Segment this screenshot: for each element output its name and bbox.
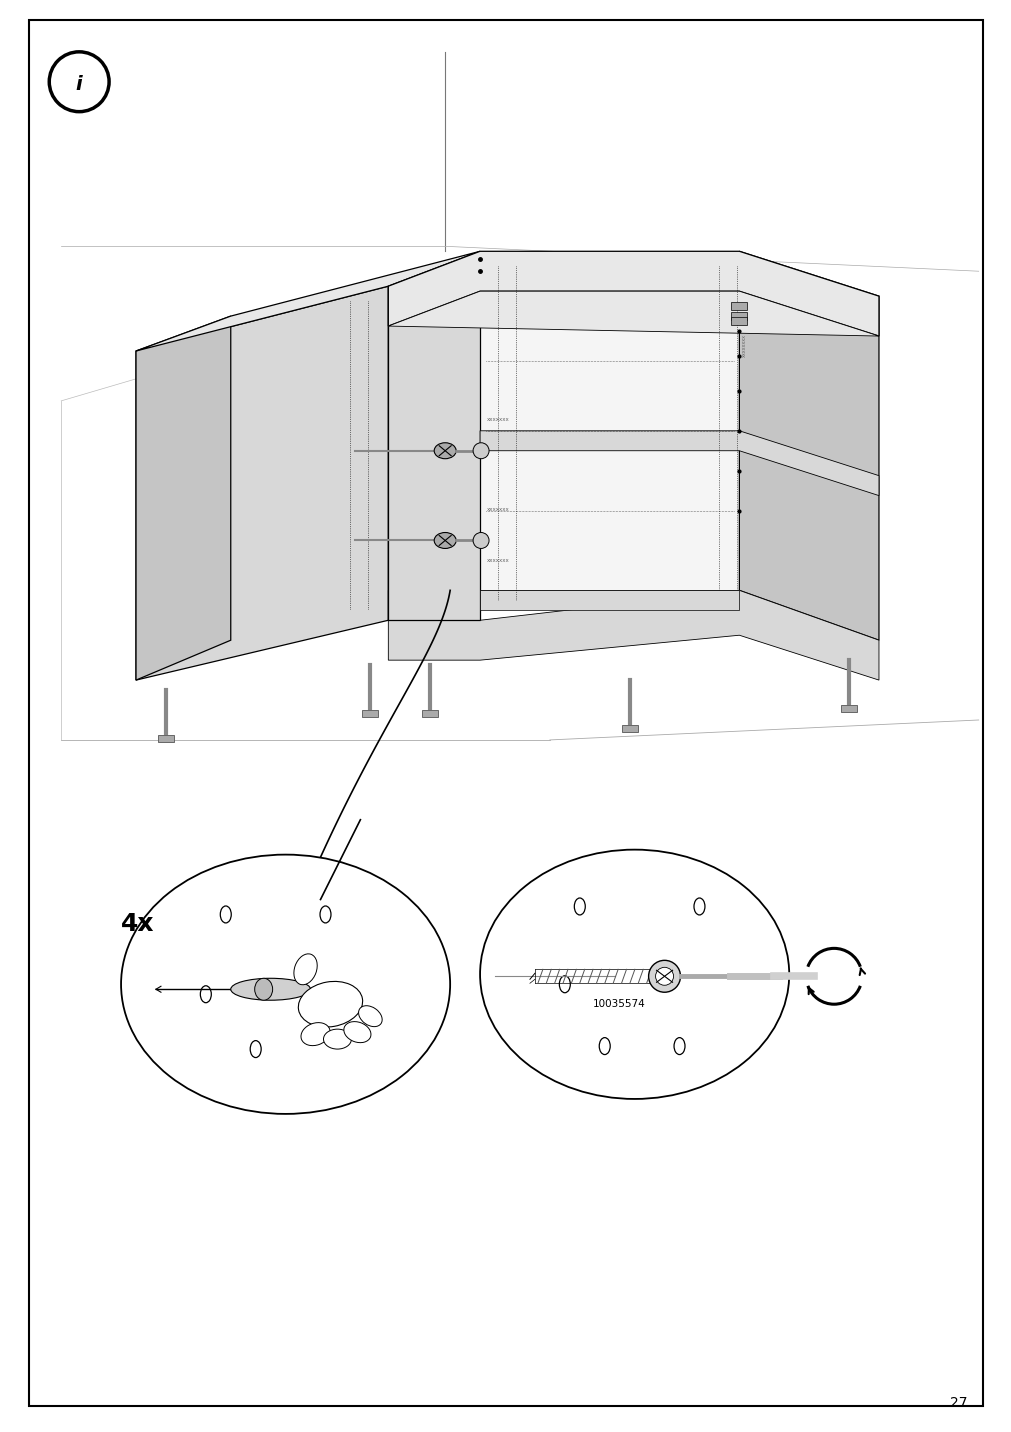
FancyBboxPatch shape xyxy=(731,316,746,325)
Ellipse shape xyxy=(324,1030,351,1050)
Polygon shape xyxy=(840,705,856,712)
Polygon shape xyxy=(388,251,879,337)
Polygon shape xyxy=(388,590,879,680)
Ellipse shape xyxy=(599,1038,610,1054)
Polygon shape xyxy=(388,251,479,620)
Ellipse shape xyxy=(694,898,705,915)
Ellipse shape xyxy=(250,1041,261,1058)
FancyBboxPatch shape xyxy=(29,20,982,1406)
FancyBboxPatch shape xyxy=(731,312,746,321)
Polygon shape xyxy=(739,251,879,640)
Ellipse shape xyxy=(319,906,331,924)
Text: xxxxxxx: xxxxxxx xyxy=(486,417,510,422)
Polygon shape xyxy=(158,735,174,742)
Text: xxxxxxxx: xxxxxxxx xyxy=(742,334,746,357)
Ellipse shape xyxy=(574,898,584,915)
Ellipse shape xyxy=(434,442,456,458)
Ellipse shape xyxy=(121,855,450,1114)
Ellipse shape xyxy=(648,961,679,992)
Polygon shape xyxy=(135,286,388,680)
Polygon shape xyxy=(479,590,739,610)
Ellipse shape xyxy=(559,975,570,992)
Ellipse shape xyxy=(479,849,789,1098)
Polygon shape xyxy=(362,710,378,717)
Ellipse shape xyxy=(293,954,316,985)
Ellipse shape xyxy=(344,1021,371,1042)
Text: xxxxxxx: xxxxxxx xyxy=(486,558,510,563)
Ellipse shape xyxy=(434,533,456,548)
Circle shape xyxy=(50,52,109,112)
Ellipse shape xyxy=(298,981,362,1027)
Text: i: i xyxy=(76,76,83,95)
Polygon shape xyxy=(479,251,739,590)
Ellipse shape xyxy=(300,1022,330,1045)
Ellipse shape xyxy=(330,1031,341,1048)
Polygon shape xyxy=(388,251,479,620)
Polygon shape xyxy=(621,725,637,732)
Polygon shape xyxy=(388,291,879,337)
FancyBboxPatch shape xyxy=(731,302,746,311)
Ellipse shape xyxy=(655,967,673,985)
Polygon shape xyxy=(135,316,231,680)
Ellipse shape xyxy=(200,985,211,1002)
Circle shape xyxy=(472,442,488,458)
Text: 4x: 4x xyxy=(121,912,155,937)
Ellipse shape xyxy=(231,978,310,1000)
Ellipse shape xyxy=(358,1005,382,1027)
Text: 10035574: 10035574 xyxy=(592,1000,645,1010)
Ellipse shape xyxy=(673,1038,684,1054)
Polygon shape xyxy=(479,431,879,495)
Ellipse shape xyxy=(255,978,272,1000)
Circle shape xyxy=(472,533,488,548)
Polygon shape xyxy=(135,251,479,351)
Polygon shape xyxy=(422,710,438,717)
Ellipse shape xyxy=(220,906,232,924)
Text: xxxxxxx: xxxxxxx xyxy=(486,507,510,511)
Text: 27: 27 xyxy=(949,1396,967,1411)
